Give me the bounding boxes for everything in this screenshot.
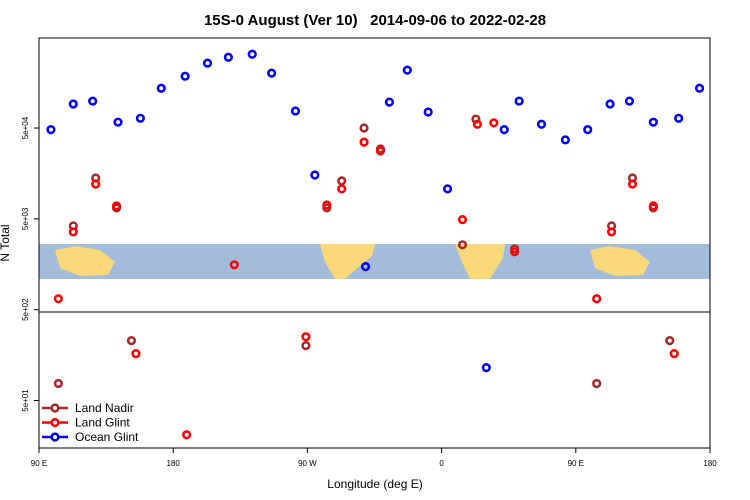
point <box>46 125 56 135</box>
point <box>322 200 332 210</box>
point <box>337 184 347 194</box>
point <box>384 97 395 107</box>
x-tick-label: 90 W <box>298 459 317 468</box>
point <box>457 240 468 250</box>
legend-label: Land Nadir <box>75 401 134 415</box>
x-tick-label: 180 <box>703 459 717 468</box>
point <box>592 378 602 389</box>
point <box>53 294 63 304</box>
point <box>694 83 705 93</box>
point <box>247 49 257 59</box>
x-tick-label: 180 <box>167 459 181 468</box>
y-axis-label: N Total <box>0 224 12 261</box>
point <box>68 99 78 109</box>
legend-marker <box>50 432 60 442</box>
point <box>605 99 615 109</box>
point <box>290 106 301 116</box>
point <box>223 52 233 62</box>
point <box>359 123 369 133</box>
point <box>648 201 658 211</box>
point <box>423 107 433 117</box>
point <box>68 227 78 237</box>
point <box>375 146 386 156</box>
point <box>499 125 509 135</box>
y-tick-label: 5e+04 <box>21 116 30 139</box>
point <box>88 96 98 106</box>
point <box>131 349 141 359</box>
x-tick-label: 90 E <box>31 459 47 468</box>
y-tick-label: 5e+01 <box>21 389 30 412</box>
point <box>156 83 166 93</box>
point <box>229 260 239 270</box>
legend-marker <box>50 417 60 428</box>
legend-label: Land Glint <box>75 416 130 430</box>
x-tick-label: 0 <box>439 459 444 468</box>
point <box>472 119 482 129</box>
point <box>91 179 101 189</box>
point <box>674 113 684 123</box>
point <box>182 430 192 440</box>
point <box>402 65 412 75</box>
point <box>111 201 122 211</box>
point <box>457 215 468 225</box>
point <box>310 170 320 180</box>
chart-title: 15S-0 August (Ver 10) 2014-09-06 to 2022… <box>204 12 546 29</box>
point <box>606 227 617 237</box>
point <box>514 96 524 106</box>
point <box>489 118 499 128</box>
point <box>669 349 679 359</box>
point <box>337 176 347 186</box>
point <box>481 363 491 373</box>
point <box>359 137 369 147</box>
point <box>648 117 658 127</box>
x-axis-label: Longitude (deg E) <box>327 477 422 491</box>
point <box>624 96 635 106</box>
point <box>180 71 190 81</box>
point <box>560 135 570 145</box>
point <box>510 247 520 257</box>
point <box>202 58 213 68</box>
point <box>627 179 638 189</box>
y-tick-label: 5e+02 <box>21 298 30 321</box>
point <box>583 125 593 135</box>
point <box>301 332 311 342</box>
point <box>442 184 453 194</box>
point <box>360 262 371 272</box>
plot-frame <box>38 37 711 449</box>
point <box>665 336 675 346</box>
point <box>53 378 63 389</box>
map-band <box>39 244 710 279</box>
x-tick-label: 90 E <box>568 459 584 468</box>
point <box>135 113 145 123</box>
point <box>267 68 277 78</box>
point <box>536 119 547 129</box>
y-tick-label: 5e+03 <box>21 207 30 230</box>
point <box>113 117 123 127</box>
point <box>592 294 602 304</box>
point <box>126 336 137 346</box>
point <box>301 341 311 351</box>
legend-marker <box>50 403 60 413</box>
legend-label: Ocean Glint <box>75 430 139 444</box>
